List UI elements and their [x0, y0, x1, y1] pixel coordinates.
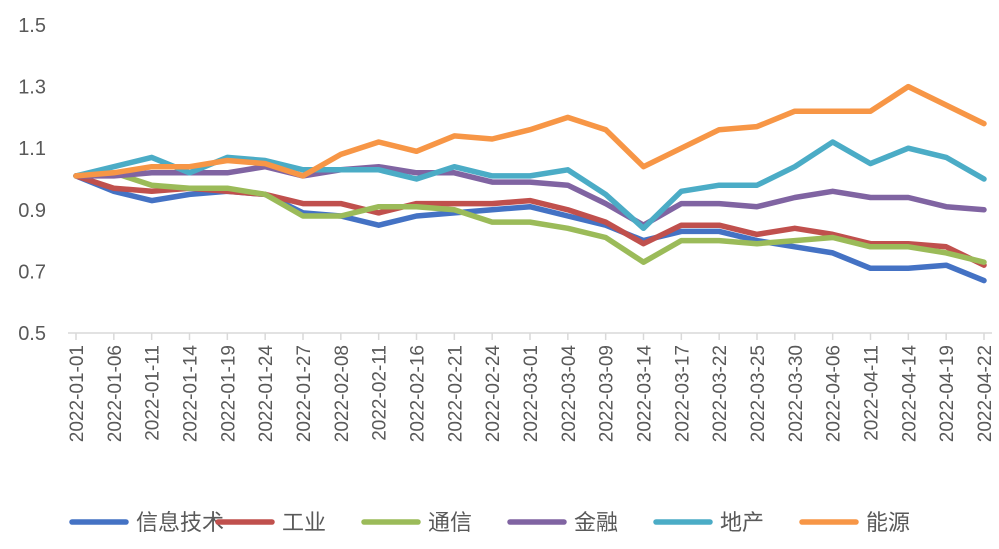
series-line-4 — [73, 139, 987, 232]
series-lines — [73, 83, 987, 284]
x-tick-label: 2022-02-24 — [483, 345, 504, 443]
y-tick-label: 0.7 — [18, 261, 46, 283]
x-tick-label: 2022-01-14 — [181, 345, 202, 443]
legend: 信息技术 工业 通信 金融 地产 能源 — [69, 511, 910, 536]
legend-label: 能源 — [866, 511, 910, 536]
x-tick-label: 2022-04-22 — [975, 345, 996, 442]
x-tick-label: 2022-02-11 — [370, 345, 391, 441]
series-line-5 — [73, 83, 987, 179]
legend-label: 通信 — [428, 511, 472, 536]
y-axis-tick-labels: 1.5 1.3 1.1 0.9 0.7 0.5 — [18, 15, 46, 345]
series-line-2 — [73, 170, 987, 265]
x-tick-label: 2022-03-22 — [710, 345, 731, 442]
x-tick-label: 2022-03-01 — [521, 345, 542, 442]
series-line-3 — [73, 163, 987, 228]
x-tick-label: 2022-03-25 — [748, 345, 769, 442]
y-tick-label: 1.5 — [18, 15, 46, 37]
y-tick-label: 1.3 — [18, 77, 46, 99]
x-tick-label: 2022-01-11 — [143, 345, 164, 441]
x-tick-label: 2022-03-30 — [786, 345, 807, 442]
x-tick-label: 2022-03-14 — [635, 345, 656, 443]
series-line-1 — [73, 173, 987, 268]
x-tick-label: 2022-02-16 — [408, 345, 429, 442]
x-tick-label: 2022-02-08 — [332, 345, 353, 442]
x-tick-label: 2022-04-14 — [899, 345, 920, 443]
x-tick-label: 2022-02-21 — [445, 345, 466, 442]
x-tick-label: 2022-01-27 — [294, 345, 315, 442]
legend-label: 地产 — [720, 511, 764, 536]
y-tick-label: 0.5 — [18, 323, 46, 345]
x-tick-label: 2022-04-11 — [862, 345, 883, 441]
x-axis-tick-labels: 2022-01-01 2022-01-06 2022-01-11 2022-01-14… — [67, 345, 996, 443]
x-tick-label: 2022-03-09 — [597, 345, 618, 442]
y-tick-label: 0.9 — [18, 200, 46, 222]
legend-label: 工业 — [282, 511, 326, 536]
x-tick-label: 2022-01-01 — [67, 345, 88, 442]
x-tick-label: 2022-01-06 — [105, 345, 126, 442]
legend-label: 信息技术 — [136, 511, 224, 536]
x-tick-label: 2022-03-17 — [672, 345, 693, 442]
x-tick-label: 2022-04-19 — [937, 345, 958, 442]
x-tick-label: 2022-01-19 — [218, 345, 239, 442]
x-axis-tick-marks — [75, 333, 985, 340]
x-tick-label: 2022-03-04 — [559, 345, 580, 443]
x-tick-label: 2022-01-24 — [256, 345, 277, 443]
x-tick-label: 2022-04-06 — [824, 345, 845, 442]
legend-label: 金融 — [574, 511, 618, 536]
y-tick-label: 1.1 — [18, 138, 46, 160]
